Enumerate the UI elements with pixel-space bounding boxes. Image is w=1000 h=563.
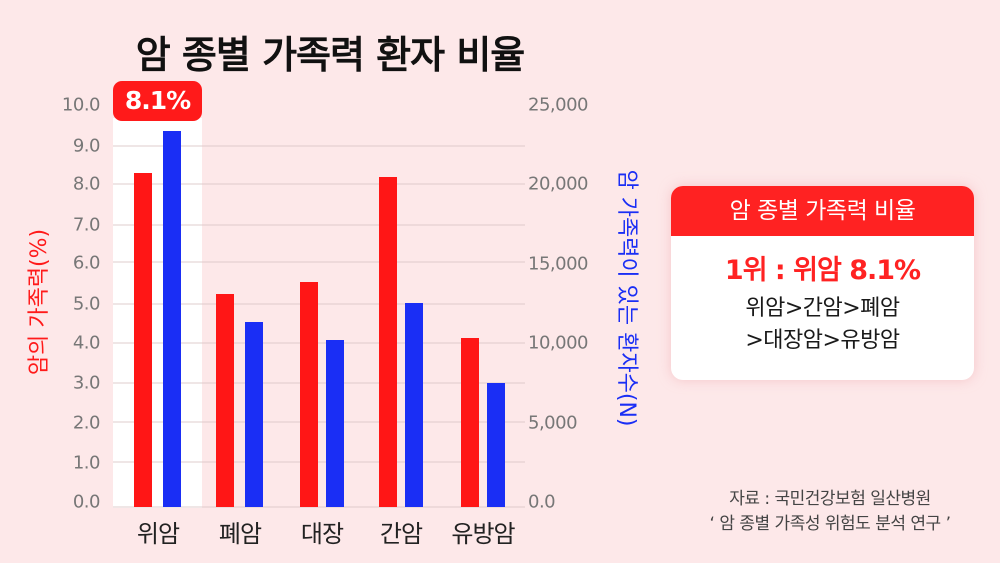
y-tick-left: 3.0	[72, 372, 101, 394]
bar-patient-count	[487, 383, 505, 507]
y-tick-left: 10.0	[61, 94, 101, 116]
summary-panel-header: 암 종별 가족력 비율	[671, 186, 974, 236]
summary-order-line1: 위암>간암>폐암	[745, 296, 900, 321]
gridline	[113, 183, 525, 185]
highlight-badge: 8.1%	[113, 81, 202, 121]
gridline	[113, 224, 525, 226]
gridline	[113, 421, 525, 423]
y-tick-right: 10,000	[528, 332, 588, 354]
y-tick-left: 0.0	[72, 491, 101, 513]
y-tick-left: 1.0	[72, 452, 101, 474]
y-axis-label-left: 암의 가족력(%)	[27, 228, 52, 376]
gridline	[113, 342, 525, 344]
y-tick-left: 6.0	[72, 252, 101, 274]
x-label: 폐암	[218, 520, 262, 548]
y-axis-label-right: 암 가족력이 있는 환자수(N)	[614, 169, 639, 427]
y-tick-left: 7.0	[72, 214, 101, 236]
y-tick-right: 0.0	[528, 491, 556, 513]
y-tick-right: 25,000	[528, 94, 588, 116]
y-tick-right: 5,000	[528, 412, 578, 434]
bar-patient-count	[405, 302, 423, 507]
summary-panel: 암 종별 가족력 비율 1위 : 위암 8.1% 위암>간암>폐암 >대장암>유…	[671, 186, 974, 380]
bar-family-history-pct	[300, 281, 318, 507]
y-tick-left: 9.0	[72, 135, 101, 157]
bar-patient-count	[163, 130, 181, 507]
y-tick-left: 4.0	[72, 332, 101, 354]
gridline	[113, 461, 525, 463]
y-tick-left: 5.0	[72, 293, 101, 315]
bar-family-history-pct	[379, 177, 397, 507]
summary-order-line2: >대장암>유방암	[745, 328, 900, 353]
source-note: 자료 : 국민건강보험 일산병원 ‘ 암 종별 가족성 위험도 분석 연구 ’	[680, 487, 980, 537]
x-label: 대장	[300, 520, 344, 548]
x-label: 유방암	[451, 520, 515, 548]
summary-rank: 1위 : 위암 8.1%	[724, 255, 921, 286]
gridline	[113, 145, 525, 147]
gridline	[113, 303, 525, 305]
summary-order: 위암>간암>폐암 >대장암>유방암	[671, 293, 974, 357]
source-line2: ‘ 암 종별 가족성 위험도 분석 연구 ’	[709, 514, 951, 534]
y-tick-right: 20,000	[528, 173, 588, 195]
bar-patient-count	[245, 322, 263, 507]
bar-family-history-pct	[461, 338, 479, 507]
x-label: 간암	[379, 520, 423, 548]
bar-family-history-pct	[134, 173, 152, 507]
source-line1: 자료 : 국민건강보험 일산병원	[729, 489, 931, 509]
x-label: 위암	[136, 520, 180, 548]
chart-title: 암 종별 가족력 환자 비율	[135, 33, 526, 77]
y-tick-left: 2.0	[72, 412, 101, 434]
gridline	[113, 382, 525, 384]
highlight-column	[113, 118, 202, 508]
gridline	[113, 261, 525, 263]
gridline-baseline	[113, 506, 525, 508]
bar-patient-count	[326, 339, 344, 507]
bar-family-history-pct	[216, 293, 234, 507]
chart-plot-area: 8.1% 10.0 9.0 8.0 7.0 6.0 5.0 4.0 3.0 2.…	[27, 81, 639, 548]
y-tick-right: 15,000	[528, 253, 588, 275]
y-tick-left: 8.0	[72, 173, 101, 195]
